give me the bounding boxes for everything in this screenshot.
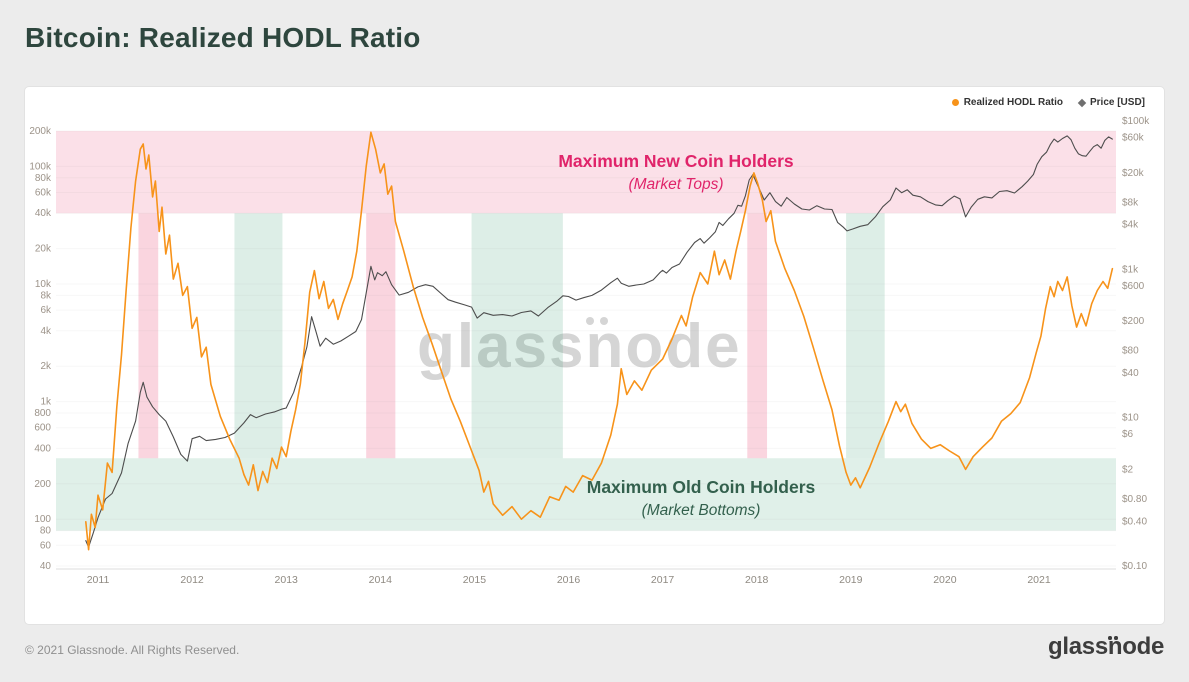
x-axis-tick-label: 2012 — [180, 574, 204, 586]
legend-label-rhodl: Realized HODL Ratio — [963, 97, 1063, 108]
left-axis-tick-label: 100k — [29, 161, 52, 172]
legend-diamond-marker-icon — [1077, 98, 1087, 107]
legend-item-realized-hodl-ratio[interactable]: Realized HODL Ratio — [951, 97, 1063, 108]
left-axis-tick-label: 80 — [40, 526, 52, 537]
annotation-market-bottoms-subtitle: (Market Bottoms) — [641, 501, 761, 519]
left-axis-tick-label: 1k — [40, 397, 52, 408]
x-axis-tick-label: 2019 — [839, 574, 863, 586]
glassnode-logo: glassnode — [1048, 633, 1164, 661]
right-axis-tick-label: $60k — [1122, 132, 1145, 143]
legend-item-price-usd[interactable]: Price [USD] — [1077, 97, 1145, 108]
x-axis-tick-label: 2017 — [651, 574, 675, 586]
right-axis-tick-label: $20k — [1122, 168, 1145, 179]
right-axis-tick-label: $10 — [1122, 413, 1139, 424]
chart-card: glassnode 200k 100k 80k 60k 40k 20k 10k 8k 6k 4k 2… — [24, 86, 1165, 625]
right-axis-tick-label: $8k — [1122, 197, 1139, 208]
right-axis-tick-label: $1k — [1122, 264, 1139, 275]
market-bottom-2015-band — [471, 213, 563, 459]
x-axis-tick-label: 2015 — [463, 574, 487, 586]
left-axis-tick-label: 20k — [35, 244, 52, 255]
annotation-market-tops-title: Maximum New Coin Holders — [558, 151, 794, 171]
left-axis-tick-label: 60 — [40, 540, 52, 551]
left-axis-tick-label: 600 — [34, 423, 51, 434]
right-axis-tick-label: $0.10 — [1122, 561, 1147, 572]
left-axis-tick-label: 100 — [34, 514, 51, 525]
market-top-2013-band — [366, 213, 396, 459]
market-bottom-2012-band — [234, 213, 283, 459]
x-axis-tick-label: 2014 — [369, 574, 393, 586]
right-axis-tick-label: $0.80 — [1122, 494, 1147, 505]
page-title: Bitcoin: Realized HODL Ratio — [25, 22, 421, 53]
footer-copyright: © 2021 Glassnode. All Rights Reserved. — [25, 643, 240, 657]
x-axis-tick-label: 2011 — [87, 574, 110, 586]
right-axis-tick-label: $80 — [1122, 346, 1139, 357]
annotation-market-bottoms: Maximum Old Coin Holders (Market Bottoms… — [501, 476, 901, 521]
right-axis-tick-label: $100k — [1122, 116, 1150, 127]
right-axis-tick-label: $0.40 — [1122, 516, 1147, 527]
watermark-umlaut-dots-icon — [585, 317, 594, 325]
right-axis-tick-label: $2 — [1122, 465, 1134, 476]
market-top-2017-band — [747, 213, 768, 459]
left-axis-tick-label: 200k — [29, 126, 52, 137]
left-axis-tick-label: 40 — [40, 561, 52, 572]
x-axis-tick-label: 2020 — [933, 574, 957, 586]
legend-circle-marker-icon — [951, 99, 959, 106]
chart-legend: Realized HODL Ratio Price [USD] — [951, 97, 1145, 108]
maximum-old-coin-holders-zone-band — [56, 458, 1116, 531]
left-axis-tick-label: 4k — [40, 326, 52, 337]
left-axis-tick-label: 6k — [40, 305, 52, 316]
right-axis-tick-label: $4k — [1122, 220, 1139, 231]
left-axis-tick-label: 800 — [34, 408, 51, 419]
market-top-2011-band — [138, 213, 159, 459]
left-axis-tick-label: 10k — [35, 279, 52, 290]
right-axis-tick-label: $600 — [1122, 281, 1145, 292]
left-axis-tick-label: 400 — [34, 443, 51, 454]
right-axis-tick-label: $200 — [1122, 316, 1145, 327]
x-axis-tick-label: 2013 — [275, 574, 299, 586]
annotation-market-bottoms-title: Maximum Old Coin Holders — [586, 477, 816, 497]
left-axis-tick-label: 8k — [40, 290, 52, 301]
maximum-new-coin-holders-zone-band — [56, 131, 1116, 214]
annotation-market-tops-subtitle: (Market Tops) — [628, 175, 724, 193]
right-axis-tick-label: $6 — [1122, 429, 1134, 440]
right-axis-tick-label: $40 — [1122, 368, 1139, 379]
series-line-price-usd — [85, 135, 1113, 548]
left-axis-tick-label: 2k — [40, 361, 52, 372]
logo-umlaut-dots-icon — [1108, 636, 1112, 640]
x-axis-tick-label: 2016 — [557, 574, 581, 586]
series-line-realized-hodl-ratio — [84, 131, 1114, 551]
left-axis-tick-label: 40k — [35, 208, 52, 219]
left-axis-tick-label: 60k — [35, 187, 52, 198]
left-axis-tick-label: 200 — [34, 479, 51, 490]
x-axis-tick-label: 2018 — [745, 574, 769, 586]
glassnode-logo-text: glassnode — [1048, 633, 1164, 660]
x-axis-tick-label: 2021 — [1027, 574, 1051, 586]
annotation-market-tops: Maximum New Coin Holders (Market Tops) — [471, 150, 881, 195]
legend-label-price: Price [USD] — [1089, 97, 1145, 108]
market-bottom-2019-band — [846, 213, 885, 459]
left-axis-tick-label: 80k — [35, 173, 52, 184]
